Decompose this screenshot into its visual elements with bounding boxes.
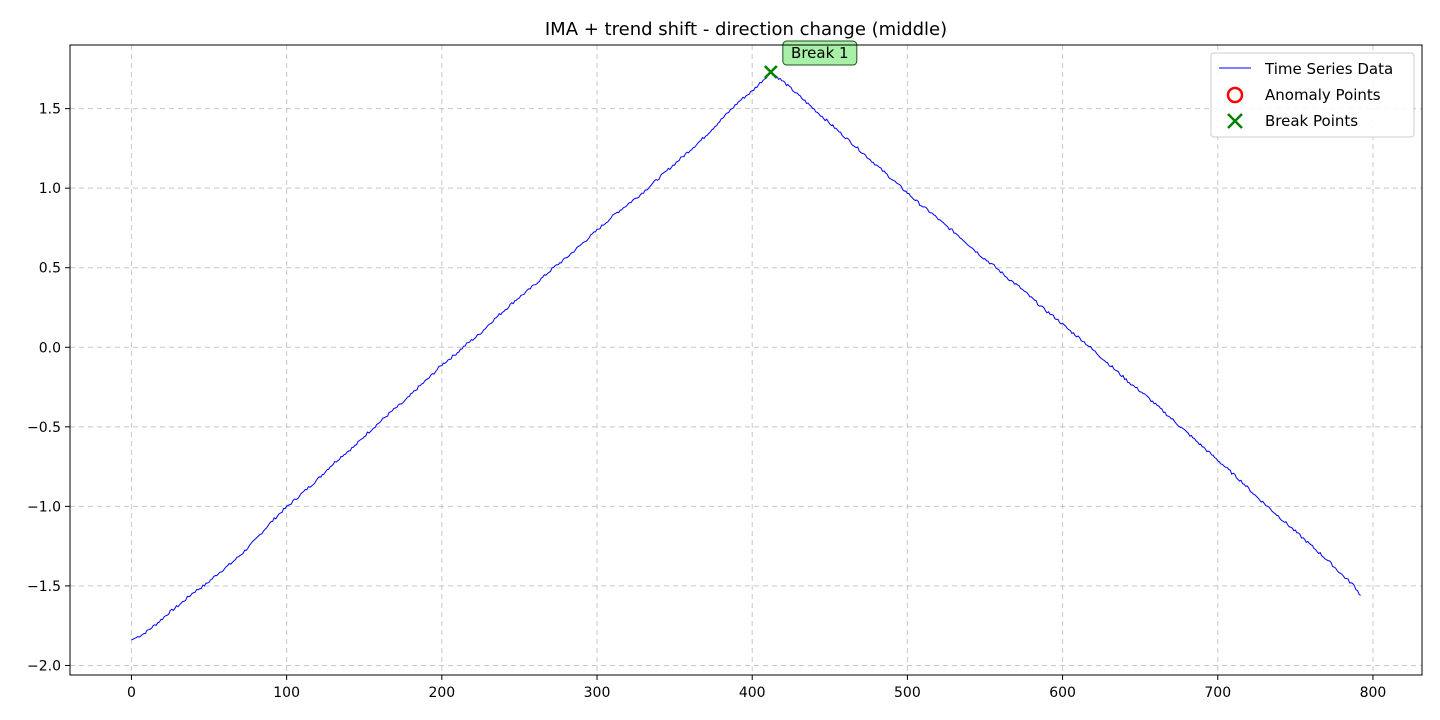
x-tick-label: 100 (273, 685, 300, 701)
legend-item: Time Series Data (1219, 60, 1393, 78)
plot-frame (69, 44, 1423, 676)
x-tick-label: 500 (894, 685, 921, 701)
legend-x-swatch (1227, 113, 1243, 129)
x-tick-label: 700 (1204, 685, 1231, 701)
legend-box (1210, 52, 1415, 138)
legend-item: Break Points (1227, 112, 1358, 130)
y-tick-label: −2.0 (27, 658, 61, 674)
chart-title: IMA + trend shift - direction change (mi… (545, 19, 947, 40)
annotation-box (782, 40, 858, 66)
y-tick-label: −1.0 (27, 499, 61, 515)
legend-label: Anomaly Points (1265, 86, 1381, 104)
y-tick-label: 0.0 (39, 340, 61, 356)
grid (70, 45, 1422, 675)
legend: Time Series Data Anomaly Points Break Poin… (1210, 52, 1415, 138)
x-tick-label: 300 (584, 685, 611, 701)
x-axis: 0 100 200 300 400 500 600 700 800 (127, 675, 1386, 701)
legend-item: Anomaly Points (1226, 86, 1381, 104)
x-tick-label: 200 (428, 685, 455, 701)
y-tick-label: 1.5 (39, 102, 61, 118)
x-tick-label: 600 (1049, 685, 1076, 701)
markers (763, 65, 778, 79)
series-line-time-series-data (131, 71, 1361, 641)
break-point-marker-stroke (763, 65, 778, 79)
y-tick-label: −0.5 (27, 420, 61, 436)
legend-label: Break Points (1265, 112, 1358, 130)
y-tick-label: 0.5 (39, 261, 61, 277)
x-tick-label: 0 (127, 685, 136, 701)
annotations: Break 1 (782, 40, 858, 66)
legend-label: Time Series Data (1264, 60, 1393, 78)
y-tick-label: 1.0 (39, 181, 61, 197)
annotation-break: Break 1 (782, 40, 858, 66)
break-point-marker (763, 65, 778, 79)
x-tick-label: 800 (1360, 685, 1387, 701)
annotation-label: Break 1 (791, 44, 849, 62)
y-axis: −2.0 −1.5 −1.0 −0.5 0.0 0.5 1.0 1.5 (27, 102, 70, 674)
x-tick-label: 400 (739, 685, 766, 701)
legend-circle-swatch (1226, 86, 1244, 104)
series-layer (131, 71, 1361, 641)
y-tick-label: −1.5 (27, 579, 61, 595)
